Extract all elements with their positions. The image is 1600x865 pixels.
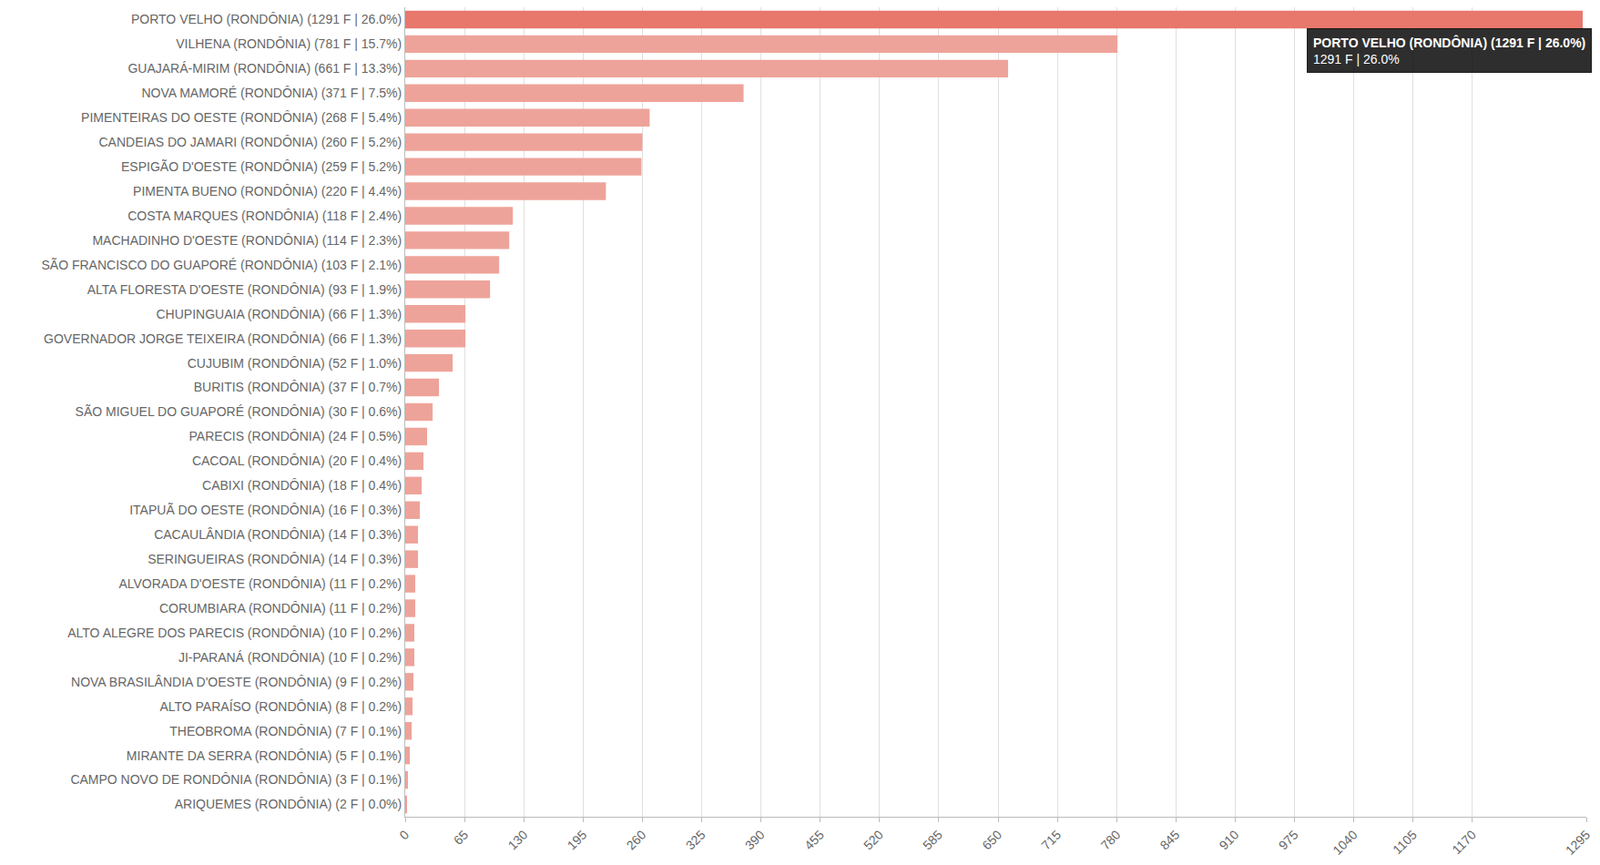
- svg-text:0: 0: [396, 826, 412, 843]
- svg-text:PIMENTA BUENO (RONDÔNIA) (220: PIMENTA BUENO (RONDÔNIA) (220 F | 4.4%): [132, 183, 402, 199]
- svg-text:845: 845: [1157, 826, 1183, 853]
- svg-text:130: 130: [504, 826, 530, 853]
- svg-text:455: 455: [801, 826, 827, 853]
- svg-text:260: 260: [623, 826, 650, 853]
- svg-text:ARIQUEMES (RONDÔNIA) (2 F | 0.: ARIQUEMES (RONDÔNIA) (2 F | 0.0%): [174, 796, 402, 812]
- svg-text:SÃO MIGUEL DO GUAPORÉ (RONDÔNI: SÃO MIGUEL DO GUAPORÉ (RONDÔNIA) (30 F |…: [75, 404, 403, 419]
- svg-text:PARECIS (RONDÔNIA) (24 F | 0.5: PARECIS (RONDÔNIA) (24 F | 0.5%): [189, 428, 403, 444]
- svg-text:780: 780: [1097, 826, 1123, 853]
- svg-text:GOVERNADOR JORGE TEIXEIRA (RON: GOVERNADOR JORGE TEIXEIRA (RONDÔNIA) (66…: [43, 331, 402, 347]
- svg-text:PORTO VELHO (RONDÔNIA) (1291 F: PORTO VELHO (RONDÔNIA) (1291 F | 26.0%): [131, 11, 402, 27]
- svg-text:CANDEIAS DO JAMARI (RONDÔNIA): CANDEIAS DO JAMARI (RONDÔNIA) (260 F | 5…: [98, 134, 402, 150]
- svg-text:VILHENA (RONDÔNIA) (781 F | 15: VILHENA (RONDÔNIA) (781 F | 15.7%): [175, 36, 402, 51]
- svg-text:CUJUBIM (RONDÔNIA) (52 F | 1.0: CUJUBIM (RONDÔNIA) (52 F | 1.0%): [187, 356, 402, 371]
- svg-text:ESPIGÃO D'OESTE (RONDÔNIA) (25: ESPIGÃO D'OESTE (RONDÔNIA) (259 F | 5.2%…: [121, 159, 402, 174]
- svg-text:NOVA BRASILÂNDIA D'OESTE (ROND: NOVA BRASILÂNDIA D'OESTE (RONDÔNIA) (9 F…: [71, 674, 402, 690]
- svg-text:1040: 1040: [1329, 826, 1360, 857]
- svg-text:CABIXI (RONDÔNIA) (18 F | 0.4%: CABIXI (RONDÔNIA) (18 F | 0.4%): [202, 478, 402, 493]
- svg-text:ITAPUÃ DO OESTE (RONDÔNIA) (16: ITAPUÃ DO OESTE (RONDÔNIA) (16 F | 0.3%): [129, 502, 402, 518]
- svg-text:CHUPINGUAIA (RONDÔNIA) (66 F |: CHUPINGUAIA (RONDÔNIA) (66 F | 1.3%): [156, 306, 403, 322]
- svg-text:715: 715: [1038, 826, 1064, 853]
- svg-text:CACAULÂNDIA (RONDÔNIA) (14 F |: CACAULÂNDIA (RONDÔNIA) (14 F | 0.3%): [153, 527, 402, 542]
- svg-text:GUAJARÁ-MIRIM (RONDÔNIA) (661: GUAJARÁ-MIRIM (RONDÔNIA) (661 F | 13.3%): [127, 61, 402, 76]
- svg-text:ALVORADA D'OESTE (RONDÔNIA) (1: ALVORADA D'OESTE (RONDÔNIA) (11 F | 0.2%…: [118, 576, 402, 592]
- svg-text:975: 975: [1275, 826, 1302, 853]
- svg-text:SERINGUEIRAS (RONDÔNIA) (14 F: SERINGUEIRAS (RONDÔNIA) (14 F | 0.3%): [147, 551, 402, 567]
- svg-text:ALTO PARAÍSO (RONDÔNIA) (8 F |: ALTO PARAÍSO (RONDÔNIA) (8 F | 0.2%): [159, 699, 402, 714]
- svg-text:910: 910: [1216, 826, 1243, 853]
- svg-text:650: 650: [978, 826, 1005, 853]
- svg-text:325: 325: [682, 826, 709, 853]
- svg-text:1295: 1295: [1562, 826, 1593, 857]
- svg-text:ALTA FLORESTA D'OESTE (RONDÔNI: ALTA FLORESTA D'OESTE (RONDÔNIA) (93 F |…: [87, 282, 403, 297]
- svg-text:1170: 1170: [1448, 826, 1479, 857]
- svg-text:NOVA MAMORÉ (RONDÔNIA) (371 F: NOVA MAMORÉ (RONDÔNIA) (371 F | 7.5%): [141, 85, 402, 101]
- svg-text:PORTO VELHO (RONDÔNIA) (1291 F: PORTO VELHO (RONDÔNIA) (1291 F | 26.0%)1…: [1313, 34, 1586, 67]
- svg-text:CAMPO NOVO DE RONDÔNIA (RONDÔN: CAMPO NOVO DE RONDÔNIA (RONDÔNIA) (3 F |…: [70, 772, 402, 787]
- svg-text:195: 195: [564, 826, 591, 853]
- svg-text:BURITIS (RONDÔNIA) (37 F | 0.7: BURITIS (RONDÔNIA) (37 F | 0.7%): [193, 379, 402, 395]
- svg-text:CACOAL (RONDÔNIA) (20 F | 0.4%: CACOAL (RONDÔNIA) (20 F | 0.4%): [192, 453, 402, 469]
- svg-text:MACHADINHO D'OESTE (RONDÔNIA): MACHADINHO D'OESTE (RONDÔNIA) (114 F | 2…: [91, 233, 402, 248]
- svg-text:585: 585: [919, 826, 946, 853]
- svg-text:1105: 1105: [1389, 826, 1420, 857]
- svg-text:JI-PARANÁ (RONDÔNIA) (10 F | 0: JI-PARANÁ (RONDÔNIA) (10 F | 0.2%): [178, 650, 402, 665]
- svg-text:65: 65: [450, 826, 471, 847]
- svg-text:520: 520: [860, 826, 887, 853]
- svg-text:CORUMBIARA (RONDÔNIA) (11 F |: CORUMBIARA (RONDÔNIA) (11 F | 0.2%): [159, 601, 402, 616]
- svg-text:ALTO ALEGRE DOS PARECIS (RONDÔ: ALTO ALEGRE DOS PARECIS (RONDÔNIA) (10 F…: [67, 625, 402, 641]
- svg-text:PIMENTEIRAS DO OESTE (RONDÔNIA: PIMENTEIRAS DO OESTE (RONDÔNIA) (268 F |…: [81, 110, 402, 125]
- svg-text:SÃO FRANCISCO DO GUAPORÉ (ROND: SÃO FRANCISCO DO GUAPORÉ (RONDÔNIA) (103…: [40, 257, 402, 273]
- svg-text:THEOBROMA (RONDÔNIA) (7 F | 0.: THEOBROMA (RONDÔNIA) (7 F | 0.1%): [169, 723, 402, 739]
- svg-text:390: 390: [742, 826, 768, 853]
- svg-text:COSTA MARQUES (RONDÔNIA) (118: COSTA MARQUES (RONDÔNIA) (118 F | 2.4%): [127, 208, 402, 224]
- svg-text:MIRANTE DA SERRA (RONDÔNIA) (5: MIRANTE DA SERRA (RONDÔNIA) (5 F | 0.1%): [126, 748, 402, 764]
